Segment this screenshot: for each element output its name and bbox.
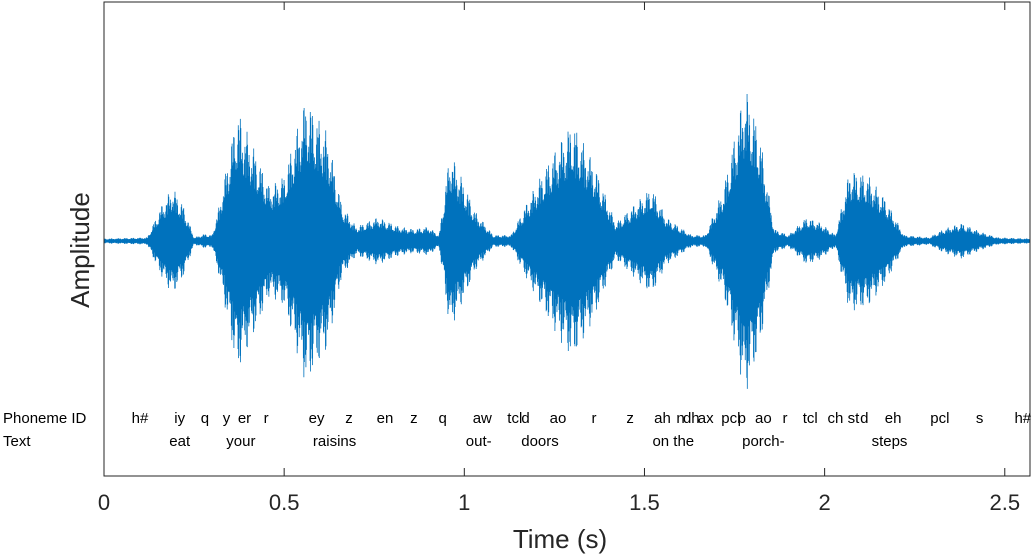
phoneme-label: r: [592, 410, 597, 427]
phoneme-label: pcl: [721, 410, 740, 427]
waveform-series: [103, 93, 1031, 389]
word-label: porch-: [742, 433, 785, 450]
phoneme-label: pcl: [930, 410, 949, 427]
word-label: your: [226, 433, 255, 450]
phoneme-label: q: [201, 410, 209, 427]
waveform-line: [103, 93, 1031, 389]
word-label: raisins: [313, 433, 356, 450]
phoneme-label: h#: [132, 410, 149, 427]
phoneme-label: p: [738, 410, 746, 427]
y-axis-title: Amplitude: [65, 192, 95, 308]
phoneme-label: z: [626, 410, 634, 427]
phoneme-label: n: [676, 410, 684, 427]
phoneme-label: en: [377, 410, 394, 427]
x-tick-label: 1: [458, 490, 470, 515]
x-tick-label: 2.5: [989, 490, 1020, 515]
phoneme-label: ah: [654, 410, 671, 427]
phoneme-label: ax: [698, 410, 714, 427]
annotation-row-label: Phoneme ID: [3, 410, 87, 427]
phoneme-label: tcl: [803, 410, 818, 427]
phoneme-label: st: [848, 410, 861, 427]
phoneme-label: d: [860, 410, 868, 427]
phoneme-label: y: [223, 410, 231, 427]
phoneme-label: aw: [473, 410, 492, 427]
phoneme-label: z: [345, 410, 353, 427]
word-label: eat: [169, 433, 191, 450]
word-label: on the: [652, 433, 694, 450]
phoneme-label: eh: [885, 410, 902, 427]
word-label: out-: [466, 433, 492, 450]
phoneme-label: s: [976, 410, 984, 427]
phoneme-label: z: [410, 410, 418, 427]
word-label: steps: [872, 433, 908, 450]
phoneme-label: d: [521, 410, 529, 427]
phoneme-label: q: [439, 410, 447, 427]
word-label: doors: [521, 433, 559, 450]
phoneme-label: er: [238, 410, 251, 427]
annotation-row-label: Text: [3, 433, 31, 450]
x-axis-title: Time (s): [513, 524, 607, 554]
phoneme-label: iy: [174, 410, 185, 427]
phoneme-label: ch: [827, 410, 843, 427]
phoneme-label: h#: [1014, 410, 1031, 427]
x-axis: 0 0.5 1 1.5 2 2.5: [98, 2, 1020, 515]
phoneme-label: ey: [309, 410, 325, 427]
phoneme-label: ao: [755, 410, 772, 427]
x-tick-label: 2: [818, 490, 830, 515]
plot-frame: [103, 1, 1031, 477]
x-tick-label: 1.5: [629, 490, 660, 515]
phoneme-label: r: [264, 410, 269, 427]
phoneme-label: ao: [550, 410, 567, 427]
phoneme-label: tcl: [507, 410, 522, 427]
phoneme-label: r: [783, 410, 788, 427]
x-tick-label: 0.5: [269, 490, 300, 515]
x-tick-label: 0: [98, 490, 110, 515]
phoneme-label: dh: [683, 410, 700, 427]
